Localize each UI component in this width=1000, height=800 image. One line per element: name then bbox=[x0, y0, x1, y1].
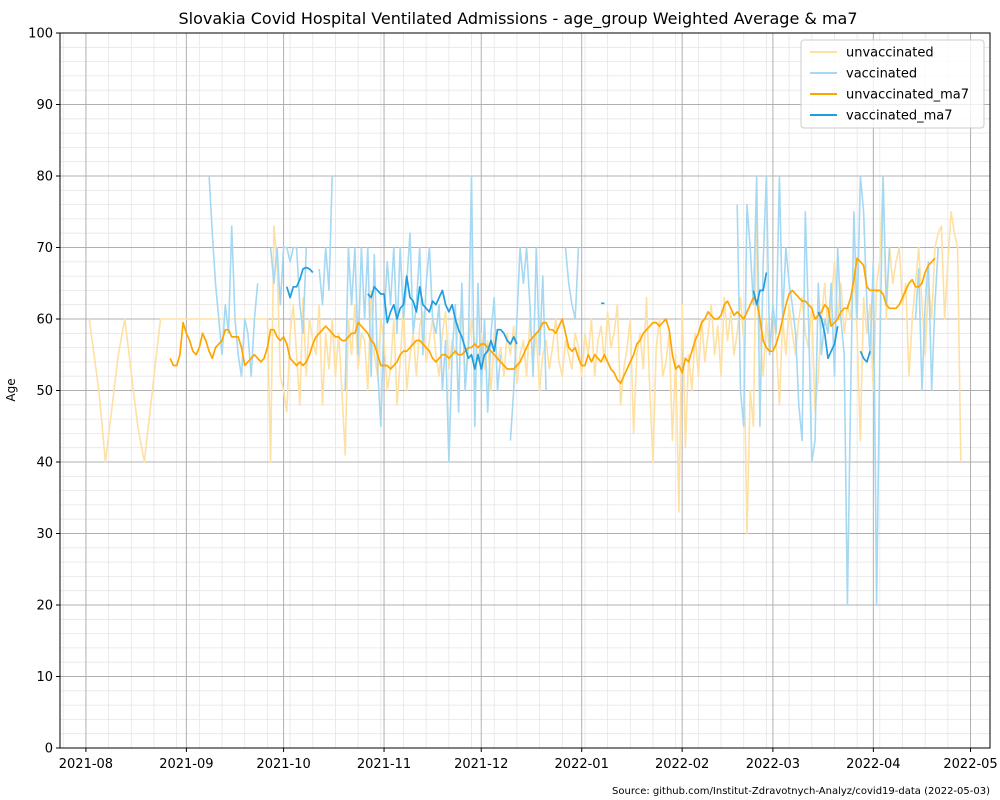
x-tick-label: 2022-03 bbox=[746, 757, 800, 772]
series-vaccinated bbox=[208, 175, 939, 606]
legend-item: vaccinated_ma7 bbox=[810, 109, 953, 124]
legend-item: unvaccinated bbox=[810, 46, 934, 61]
x-tick-label: 2021-11 bbox=[357, 757, 411, 772]
y-axis: 0 10 20 30 40 50 60 70 80 90 100 bbox=[28, 27, 60, 757]
x-tick-label: 2022-01 bbox=[555, 757, 609, 772]
series-layer bbox=[88, 175, 962, 606]
series-line bbox=[285, 266, 871, 370]
legend-label: vaccinated bbox=[846, 67, 917, 82]
y-tick-label: 80 bbox=[36, 170, 53, 185]
source-note: Source: github.com/Institut-Zdravotnych-… bbox=[612, 786, 990, 797]
x-tick-label: 2021-12 bbox=[454, 757, 508, 772]
x-tick-label: 2022-05 bbox=[943, 757, 997, 772]
legend-label: unvaccinated bbox=[846, 46, 934, 61]
series-vaccinated-ma7 bbox=[285, 266, 871, 370]
y-tick-label: 10 bbox=[36, 670, 53, 685]
series-line bbox=[169, 257, 936, 385]
y-tick-label: 0 bbox=[45, 742, 53, 757]
series-unvaccinated-ma7 bbox=[169, 257, 936, 385]
x-tick-label: 2022-04 bbox=[846, 757, 900, 772]
legend-label: vaccinated_ma7 bbox=[846, 109, 953, 124]
series-line bbox=[208, 175, 939, 606]
y-axis-label: Age bbox=[4, 378, 18, 401]
x-tick-label: 2021-10 bbox=[256, 757, 310, 772]
chart-title: Slovakia Covid Hospital Ventilated Admis… bbox=[178, 9, 857, 29]
y-tick-label: 60 bbox=[36, 313, 53, 328]
x-axis: 2021-08 2021-09 2021-10 2021-11 2021-12 2022-… bbox=[59, 748, 998, 772]
legend: unvaccinated vaccinated unvaccinated_ma7va… bbox=[800, 39, 985, 129]
y-tick-label: 30 bbox=[36, 527, 53, 542]
y-tick-label: 70 bbox=[36, 241, 53, 256]
x-tick-label: 2022-02 bbox=[655, 757, 709, 772]
y-tick-label: 100 bbox=[28, 27, 53, 42]
legend-item: vaccinated bbox=[810, 67, 917, 82]
y-tick-label: 50 bbox=[36, 384, 53, 399]
legend-label: unvaccinated_ma7 bbox=[846, 88, 969, 103]
legend-box bbox=[800, 39, 985, 129]
legend-item: unvaccinated_ma7 bbox=[810, 88, 969, 103]
y-tick-label: 20 bbox=[36, 599, 53, 614]
y-tick-label: 90 bbox=[36, 98, 53, 113]
x-tick-label: 2021-08 bbox=[59, 757, 113, 772]
y-tick-label: 40 bbox=[36, 456, 53, 471]
x-tick-label: 2021-09 bbox=[159, 757, 213, 772]
